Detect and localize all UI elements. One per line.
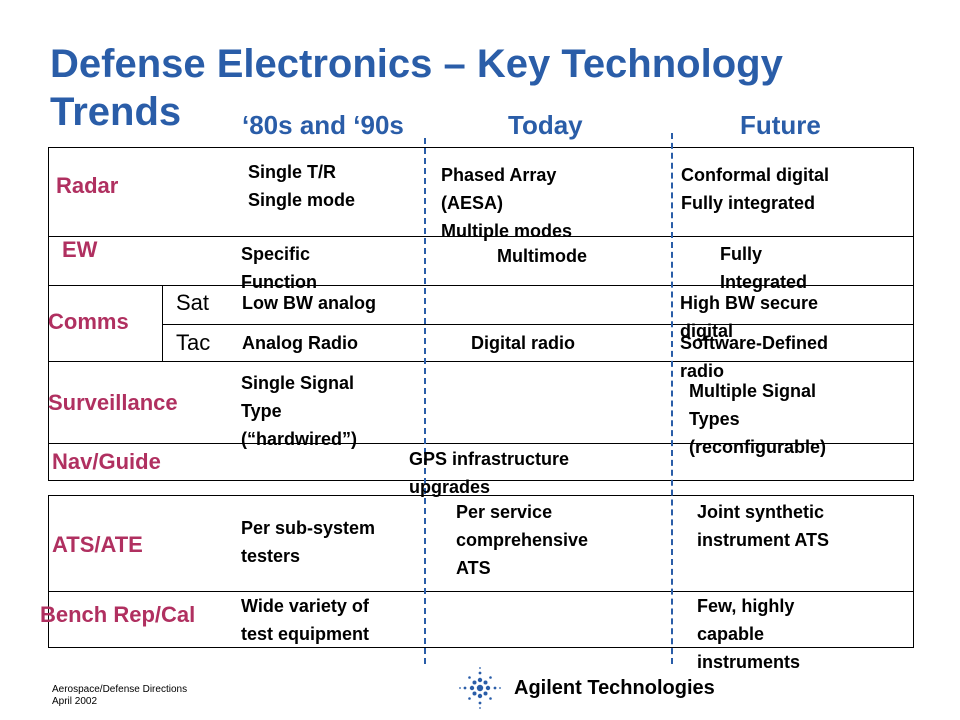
row-label-ats-ate: ATS/ATE [52, 532, 143, 557]
comms-sub-divider [162, 285, 163, 361]
row-divider-radar-ew [48, 236, 914, 237]
row-label-radar: Radar [56, 173, 119, 198]
ats-ate-80s-90s: Per sub-system testers [241, 518, 376, 566]
row-label-tac: Tac [176, 330, 211, 355]
footer-line-1: Aerospace/Defense Directions [52, 684, 188, 695]
footer-line-2: April 2002 [52, 696, 98, 707]
page-title: Defense Electronics – Key Technology Tre… [50, 42, 783, 134]
comms-sat-80s-90s: Low BW analog [242, 293, 376, 313]
column-header-future: Future [740, 110, 821, 140]
ew-future: Fully Integrated [720, 244, 808, 292]
column-header-today: Today [508, 110, 583, 140]
row-label-ew: EW [62, 237, 98, 262]
agilent-spark-icon [458, 666, 502, 710]
row-label-sat: Sat [176, 290, 210, 315]
radar-future: Conformal digital Fully integrated [681, 165, 829, 213]
row-divider-ats-bench [48, 591, 914, 592]
lower-table-frame [48, 495, 914, 648]
row-label-bench-rep-cal: Bench Rep/Cal [40, 602, 196, 627]
row-divider-ew-comms [48, 285, 914, 286]
row-label-comms: Comms [48, 309, 129, 334]
agilent-logo-text: Agilent Technologies [514, 677, 715, 699]
upper-table-frame [48, 147, 914, 481]
row-label-surveillance: Surveillance [48, 390, 178, 415]
ats-ate-today: Per service comprehensive ATS [456, 502, 589, 578]
comms-sat-future: High BW secure digital [680, 293, 819, 341]
bench-rep-cal-future: Few, highly capable instruments [697, 596, 801, 672]
dashed-divider-right [671, 133, 673, 664]
ew-today: Multimode [497, 246, 587, 266]
ats-ate-future: Joint synthetic instrument ATS [697, 502, 830, 550]
nav-guide-today: GPS infrastructure upgrades [409, 449, 570, 497]
row-divider-sat-tac [162, 324, 914, 325]
comms-tac-80s-90s: Analog Radio [242, 333, 358, 353]
bench-rep-cal-80s-90s: Wide variety of test equipment [241, 596, 370, 644]
footer: Aerospace/Defense Directions April 2002 [52, 684, 187, 708]
row-divider-surveillance-nav [48, 443, 914, 444]
ew-80s-90s: Specific Function [241, 244, 317, 292]
surveillance-future: Multiple Signal Types (reconfigurable) [689, 381, 827, 457]
dashed-divider-left [424, 138, 426, 664]
radar-today: Phased Array (AESA) Multiple modes [441, 165, 573, 241]
radar-80s-90s: Single T/R Single mode [248, 162, 356, 210]
column-header-80s-90s: ‘80s and ‘90s [242, 110, 404, 140]
comms-tac-future: Software-Defined radio [680, 333, 829, 381]
row-divider-comms-surveillance [48, 361, 914, 362]
comms-tac-today: Digital radio [471, 333, 576, 353]
surveillance-80s-90s: Single Signal Type (“hardwired”) [241, 373, 358, 449]
row-label-nav-guide: Nav/Guide [52, 449, 161, 474]
